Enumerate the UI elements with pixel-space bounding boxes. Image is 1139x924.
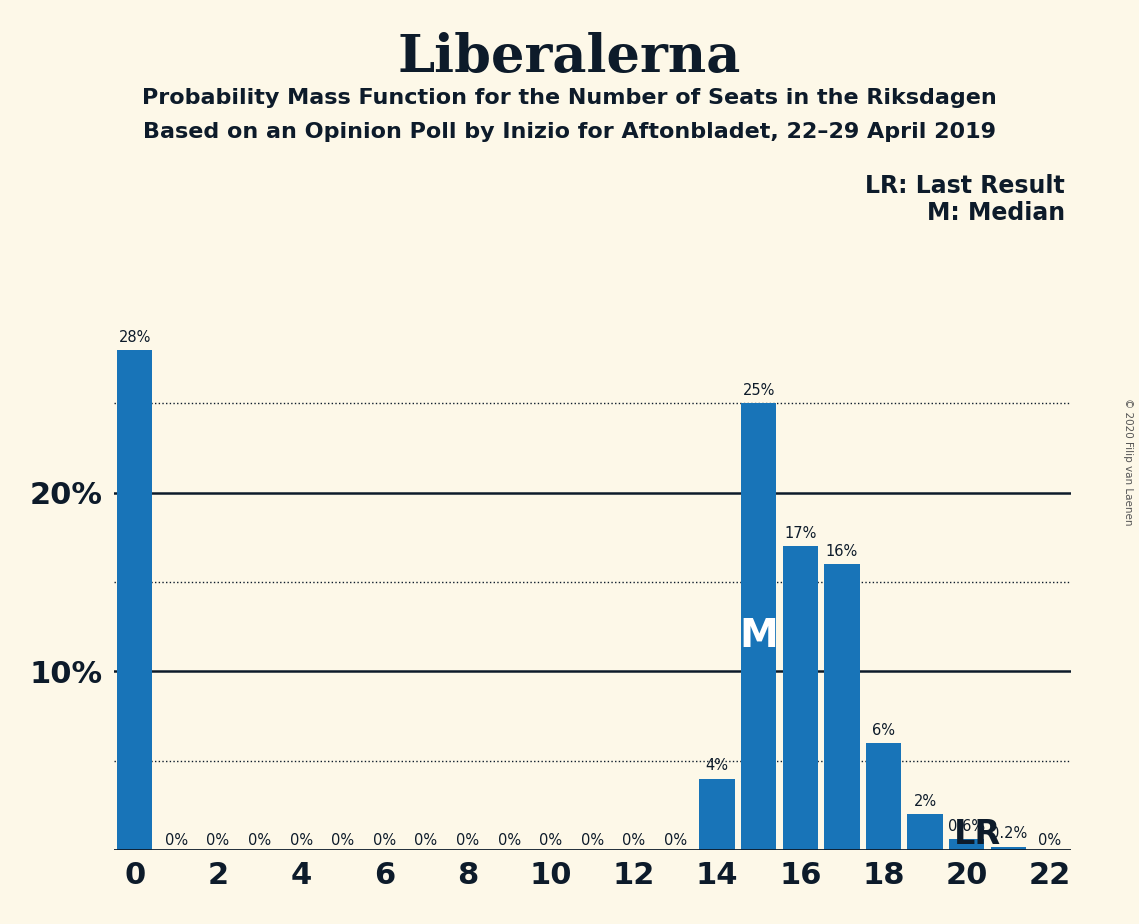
Bar: [949, 839, 984, 850]
Text: M: Median: M: Median: [927, 201, 1065, 225]
Bar: [699, 779, 735, 850]
Text: 0%: 0%: [331, 833, 354, 848]
Text: 28%: 28%: [118, 330, 150, 345]
Text: 0%: 0%: [289, 833, 312, 848]
Bar: [991, 846, 1026, 850]
Text: 2%: 2%: [913, 794, 936, 809]
Text: 0%: 0%: [539, 833, 563, 848]
Text: LR: Last Result: LR: Last Result: [866, 174, 1065, 198]
Text: LR: LR: [954, 818, 1001, 850]
Text: 16%: 16%: [826, 544, 858, 559]
Text: 0%: 0%: [581, 833, 604, 848]
Bar: [908, 814, 943, 850]
Bar: [825, 565, 860, 850]
Text: 0%: 0%: [1039, 833, 1062, 848]
Text: Based on an Opinion Poll by Inizio for Aftonbladet, 22–29 April 2019: Based on an Opinion Poll by Inizio for A…: [144, 122, 995, 142]
Text: 0.2%: 0.2%: [990, 826, 1027, 841]
Text: 17%: 17%: [784, 526, 817, 541]
Text: M: M: [739, 616, 778, 655]
Bar: [117, 350, 153, 850]
Text: 0%: 0%: [456, 833, 480, 848]
Text: 0%: 0%: [248, 833, 271, 848]
Text: 0%: 0%: [165, 833, 188, 848]
Text: 25%: 25%: [743, 383, 775, 398]
Text: 0%: 0%: [664, 833, 687, 848]
Bar: [782, 546, 818, 850]
Text: 0%: 0%: [622, 833, 646, 848]
Text: 0%: 0%: [206, 833, 229, 848]
Text: Liberalerna: Liberalerna: [398, 32, 741, 83]
Text: 0%: 0%: [372, 833, 396, 848]
Text: © 2020 Filip van Laenen: © 2020 Filip van Laenen: [1123, 398, 1132, 526]
Text: 0%: 0%: [498, 833, 521, 848]
Text: 6%: 6%: [872, 723, 895, 737]
Text: 0.6%: 0.6%: [948, 819, 985, 834]
Text: 0%: 0%: [415, 833, 437, 848]
Text: 4%: 4%: [705, 759, 729, 773]
Bar: [866, 743, 901, 850]
Text: Probability Mass Function for the Number of Seats in the Riksdagen: Probability Mass Function for the Number…: [142, 88, 997, 108]
Bar: [741, 404, 777, 850]
